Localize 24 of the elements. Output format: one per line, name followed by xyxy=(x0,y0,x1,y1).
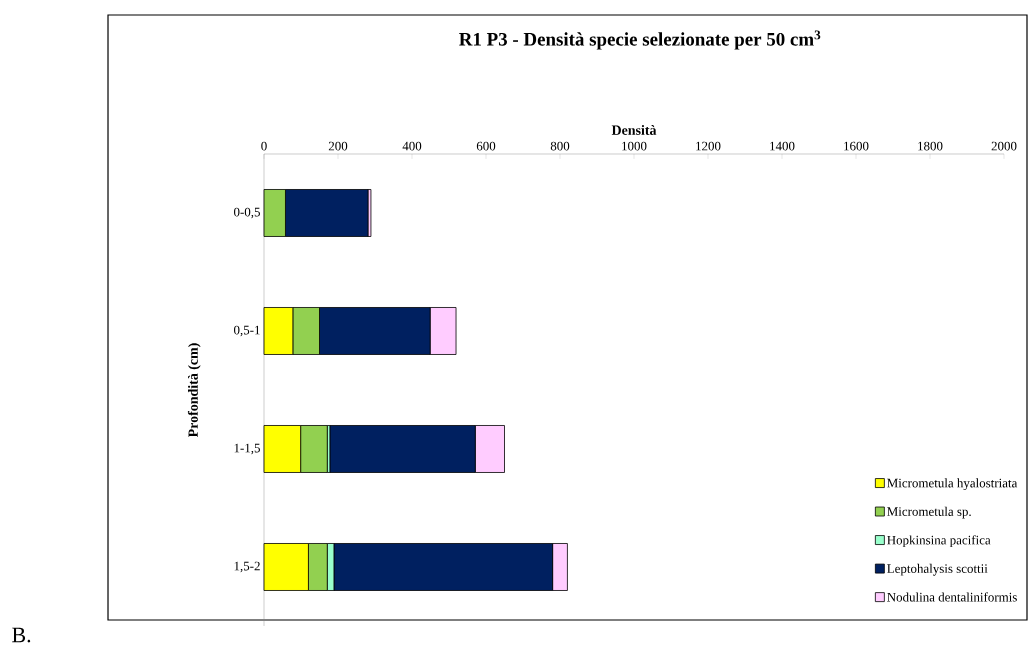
y-tick-label: 0,5-1 xyxy=(234,325,260,337)
text: B. xyxy=(12,627,31,643)
x-tick-label: 400 xyxy=(402,141,422,151)
y-tick-label: 0-0,5 xyxy=(234,207,260,219)
x-tick-label: 1400 xyxy=(770,141,795,151)
chart-title: R1 P3 - Densità specie selezionate per 50 cm$^{3}$ xyxy=(459,30,821,50)
x-axis-title: Densità xyxy=(611,125,657,135)
legend-label: Micrometula sp. xyxy=(887,506,971,519)
legend-label: Micrometula hyalostriata xyxy=(887,478,1018,491)
x-tick-label: 800 xyxy=(550,141,570,151)
x-tick-label: 1800 xyxy=(918,141,943,151)
x-tick-label: 0 xyxy=(261,141,267,151)
x-tick-label: 1000 xyxy=(622,141,647,151)
x-tick-label: 1600 xyxy=(844,141,869,151)
y-tick-label: 1-1,5 xyxy=(234,443,260,455)
y-axis-title: Profondità (cm) xyxy=(187,343,201,438)
x-tick-label: 600 xyxy=(476,141,496,151)
x-tick-label: 1200 xyxy=(696,141,721,151)
legend-label: Leptohalysis scottii xyxy=(887,563,988,576)
legend-label: Hopkinsina pacifica xyxy=(887,535,991,548)
y-tick-label: 1,5-2 xyxy=(234,561,260,573)
legend-label: Nodulina dentaliniformis xyxy=(887,592,1017,602)
x-tick-label: 2000 xyxy=(991,141,1017,151)
x-tick-label: 200 xyxy=(328,141,348,151)
